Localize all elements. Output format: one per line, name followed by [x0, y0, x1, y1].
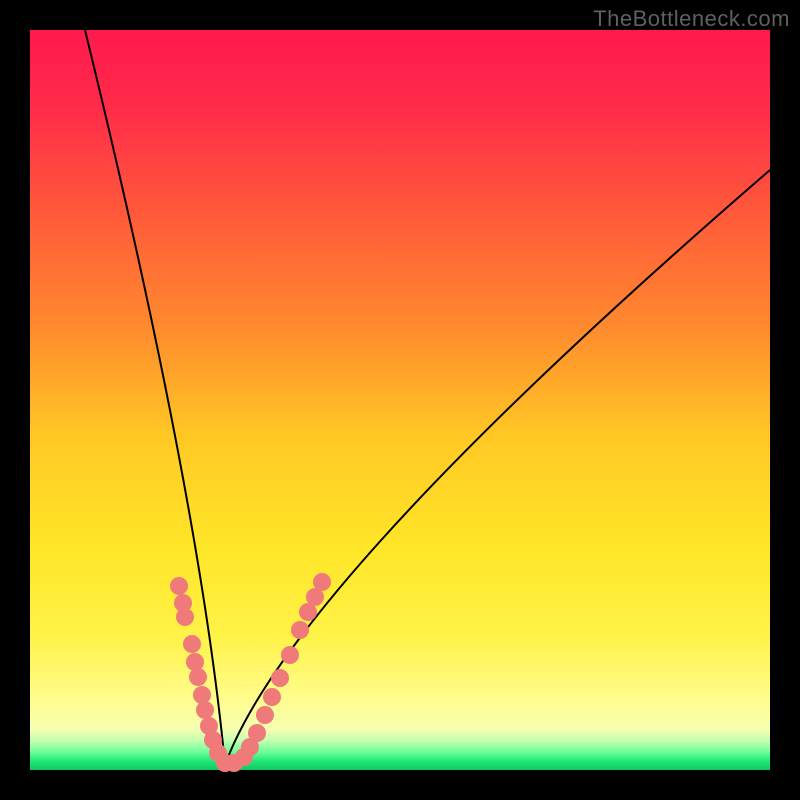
bottleneck-curve — [85, 30, 770, 765]
data-dot — [271, 669, 289, 687]
data-dot — [176, 608, 194, 626]
data-dot — [256, 706, 274, 724]
data-dot — [193, 686, 211, 704]
curves-layer — [0, 0, 800, 800]
watermark-text: TheBottleneck.com — [593, 6, 790, 32]
data-dot — [186, 653, 204, 671]
data-dot — [313, 573, 331, 591]
data-dot — [170, 577, 188, 595]
data-dot — [281, 646, 299, 664]
data-dot — [291, 621, 309, 639]
data-dot — [183, 635, 201, 653]
chart-stage: TheBottleneck.com — [0, 0, 800, 800]
data-dot — [263, 688, 281, 706]
data-dot — [196, 701, 214, 719]
data-dot — [189, 668, 207, 686]
data-dots-group — [170, 573, 331, 772]
data-dot — [248, 724, 266, 742]
